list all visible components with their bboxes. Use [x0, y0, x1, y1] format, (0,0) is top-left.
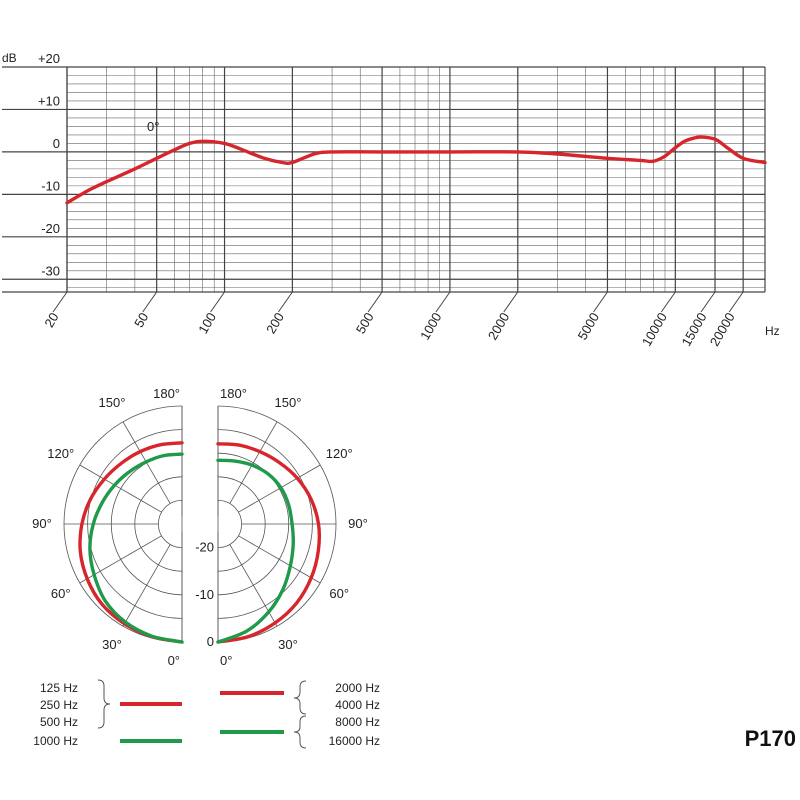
polar-grid — [63, 398, 337, 650]
y-tick-label: 0 — [53, 136, 60, 151]
polar-curve-left — [88, 452, 184, 644]
polar-angle-label-right: 30° — [278, 637, 298, 652]
legend-left-brace — [97, 679, 111, 729]
x-tick-mark — [367, 291, 383, 313]
polar-angle-label-right: 150° — [275, 395, 302, 410]
polar-gap — [186, 398, 214, 650]
polar-curve-right — [216, 458, 295, 644]
x-tick-mark — [728, 291, 744, 313]
polar-angle-label-left: 120° — [47, 446, 74, 461]
frequency-y-ticks: +20 +10 0 -10 -20 -30 — [38, 51, 60, 278]
polar-curves — [78, 441, 322, 644]
polar-ring — [217, 500, 242, 548]
legend-label-8000: 8000 Hz — [335, 715, 380, 729]
polar-spoke — [238, 535, 321, 584]
polar-angle-label-right: 120° — [326, 446, 353, 461]
legend-label-125: 125 Hz — [40, 681, 78, 695]
polar-angle-label-right: 0° — [220, 653, 232, 668]
polar-radial-label: -10 — [195, 587, 214, 602]
polar-angle-label-left: 180° — [153, 386, 180, 401]
polar-curve-left — [78, 441, 184, 644]
polar-pattern-chart: 180° 150° 120° 90° 60° 30° 0° 180° 150° 120° 90° 60… — [32, 386, 368, 668]
polar-spoke — [238, 464, 321, 513]
x-tick-label: 10000 — [639, 310, 670, 349]
polar-angle-label-left: 90° — [32, 516, 52, 531]
polar-angle-labels: 180° 150° 120° 90° 60° 30° 0° 180° 150° 120° 90° 60… — [32, 386, 368, 668]
legend-right-bottom-brace — [293, 715, 307, 749]
x-tick-label: 2000 — [485, 310, 512, 343]
y-tick-label: +20 — [38, 51, 60, 66]
response-annotation: 0° — [147, 119, 159, 134]
y-tick-label: -20 — [41, 221, 60, 236]
model-name: P170 — [745, 726, 796, 751]
x-tick-mark — [503, 291, 519, 313]
polar-radial-label: -20 — [195, 540, 214, 555]
polar-angle-label-left: 30° — [102, 637, 122, 652]
x-tick-mark — [52, 291, 68, 313]
x-tick-label: 15000 — [679, 310, 710, 349]
polar-curve-right — [216, 442, 322, 644]
polar-ring — [158, 500, 183, 548]
legend-label-16000: 16000 Hz — [329, 734, 380, 748]
polar-spoke — [79, 464, 162, 513]
y-tick-label: +10 — [38, 93, 60, 108]
legend-label-500: 500 Hz — [40, 715, 78, 729]
polar-angle-label-right: 90° — [348, 516, 368, 531]
x-tick-label: 500 — [353, 310, 377, 336]
x-tick-mark — [277, 291, 293, 313]
x-axis-unit: Hz — [765, 324, 780, 338]
x-tick-label: 1000 — [417, 310, 444, 343]
x-tick-mark — [435, 291, 451, 313]
polar-angle-label-right: 180° — [220, 386, 247, 401]
y-axis-unit: dB — [2, 51, 17, 65]
y-tick-label: -30 — [41, 263, 60, 278]
frequency-grid — [2, 66, 766, 293]
polar-angle-label-left: 0° — [168, 653, 180, 668]
x-tick-label: 200 — [263, 310, 287, 336]
legend: 125 Hz 250 Hz 500 Hz 1000 Hz 2000 Hz 400… — [33, 679, 380, 749]
polar-angle-label-right: 60° — [329, 586, 349, 601]
x-tick-mark — [142, 291, 158, 313]
legend-label-4000: 4000 Hz — [335, 698, 380, 712]
legend-label-2000: 2000 Hz — [335, 681, 380, 695]
y-tick-label: -10 — [41, 178, 60, 193]
legend-label-1000: 1000 Hz — [33, 734, 78, 748]
polar-angle-label-left: 150° — [99, 395, 126, 410]
x-tick-mark — [700, 291, 716, 313]
legend-right-top-brace — [293, 680, 307, 715]
x-tick-mark — [660, 291, 676, 313]
polar-spoke — [229, 421, 278, 504]
x-tick-label: 50 — [131, 310, 151, 330]
frequency-response-curve — [65, 135, 767, 205]
polar-angle-label-left: 60° — [51, 586, 71, 601]
legend-label-250: 250 Hz — [40, 698, 78, 712]
x-tick-label: 20 — [41, 310, 61, 330]
polar-radial-labels: -20 -10 0 — [195, 540, 214, 649]
x-tick-label: 20000 — [707, 310, 738, 349]
x-tick-label: 100 — [195, 310, 219, 336]
x-tick-mark — [593, 291, 608, 313]
polar-spoke — [229, 544, 278, 627]
polar-radial-label: 0 — [207, 634, 214, 649]
x-tick-mark — [210, 291, 225, 313]
frequency-response-chart: +20 +10 0 -10 -20 -30 20 50 100 200 500 1000 2000 50… — [2, 51, 780, 349]
x-tick-label: 5000 — [575, 310, 602, 343]
polar-spoke — [122, 544, 171, 627]
